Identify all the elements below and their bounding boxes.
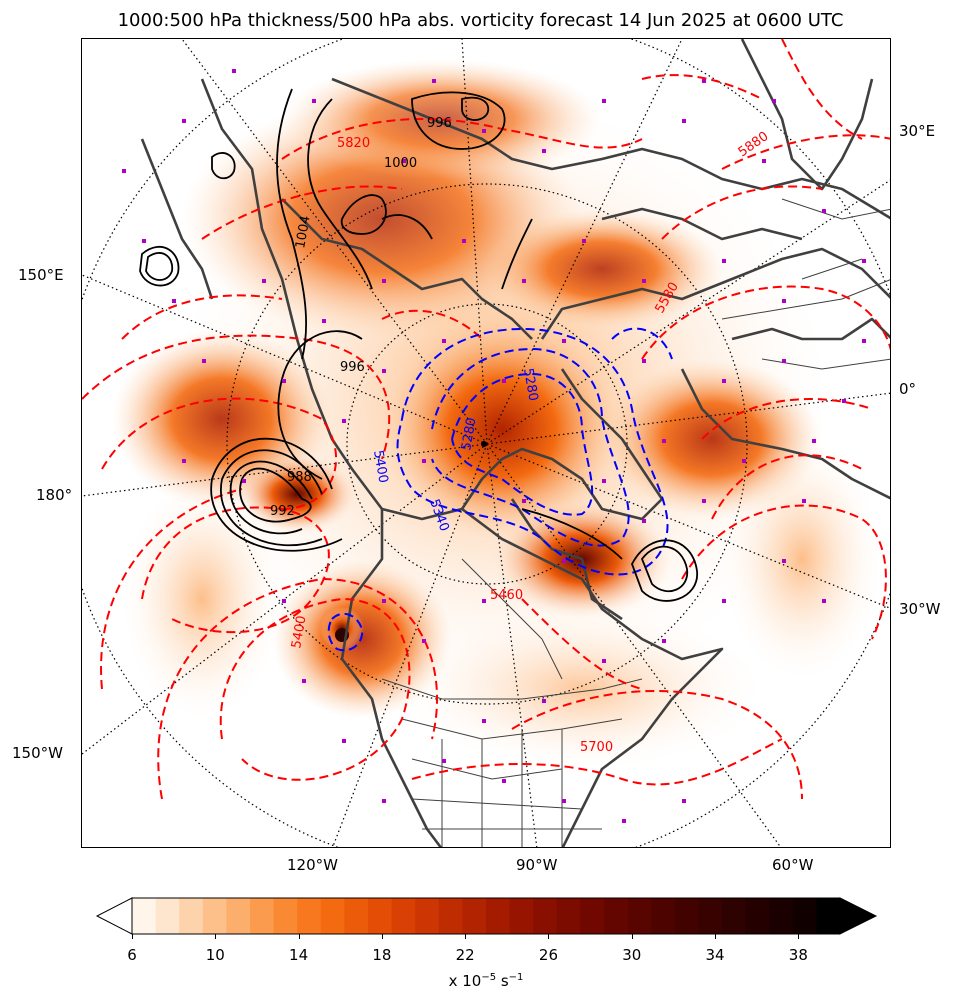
- colorbar-cell: [415, 898, 440, 934]
- lon-label-150w: 150°W: [12, 744, 63, 762]
- colorbar-tick-label: 10: [205, 946, 225, 964]
- borders: [381, 198, 890, 847]
- colorbar-tick-mark: [215, 934, 217, 939]
- lon-label-30w: 30°W: [899, 600, 941, 618]
- colorbar-max-extend: [839, 897, 878, 935]
- map-panel: 5820 5880 5580 5700 5400 5460 5280 5340 …: [81, 38, 891, 848]
- colorbar-tick-mark: [548, 934, 550, 939]
- colorbar-cell: [368, 898, 393, 934]
- mslp-label: 996: [427, 116, 452, 131]
- colorbar-cell: [722, 898, 747, 934]
- colorbar-cell: [674, 898, 699, 934]
- colorbar-cell: [533, 898, 558, 934]
- colorbar-cell: [179, 898, 204, 934]
- colorbar: [95, 897, 878, 935]
- thickness-label: 5820: [337, 136, 370, 151]
- colorbar-cell: [438, 898, 463, 934]
- colorbar-outline: [131, 897, 841, 935]
- colorbar-cell: [297, 898, 322, 934]
- vorticity-field: [112, 59, 882, 769]
- contour-label-group: 5820 5880 5580 5700 5400 5460 5280 5340 …: [270, 116, 771, 755]
- colorbar-cell: [250, 898, 275, 934]
- colorbar-cell: [556, 898, 581, 934]
- colorbar-units: x 10−5 s−1: [449, 972, 524, 990]
- colorbar-cell: [202, 898, 227, 934]
- mslp-contours: [139, 88, 698, 602]
- thickness-red-contours: [82, 39, 890, 800]
- lon-label-180: 180°: [36, 486, 73, 504]
- colorbar-cell: [391, 898, 416, 934]
- pole-marker: [481, 441, 487, 447]
- colorbar-cell: [132, 898, 157, 934]
- colorbar-cell: [155, 898, 180, 934]
- units-exponent: −5: [481, 972, 497, 983]
- mslp-label: 988: [287, 470, 312, 485]
- colorbar-cell: [580, 898, 605, 934]
- lon-label-60w: 60°W: [772, 856, 814, 874]
- chart-title: 1000:500 hPa thickness/500 hPa abs. vort…: [117, 10, 844, 31]
- colorbar-cell: [627, 898, 652, 934]
- lon-label-120w: 120°W: [287, 856, 338, 874]
- colorbar-tick-mark: [715, 934, 717, 939]
- colorbar-tick-label: 18: [372, 946, 392, 964]
- colorbar-tick-label: 22: [455, 946, 475, 964]
- lon-label-150e: 150°E: [18, 266, 64, 284]
- colorbar-tick-mark: [381, 934, 383, 939]
- colorbar-cells: [132, 898, 841, 934]
- colorbar-tick-mark: [631, 934, 633, 939]
- lon-label-90w: 90°W: [516, 856, 558, 874]
- lon-label-30e: 30°E: [899, 122, 936, 140]
- vorticity-markers: [122, 69, 866, 823]
- mslp-label: 996: [340, 360, 365, 375]
- thickness-label: 5460: [490, 588, 523, 603]
- colorbar-cell: [816, 898, 841, 934]
- lon-label-0: 0°: [899, 380, 917, 398]
- units-exponent-2: −1: [508, 972, 524, 983]
- colorbar-cell: [344, 898, 369, 934]
- colorbar-cell: [273, 898, 298, 934]
- colorbar-cell: [745, 898, 770, 934]
- colorbar-tick-label: 38: [788, 946, 808, 964]
- colorbar-tick-mark: [798, 934, 800, 939]
- map-canvas: 5820 5880 5580 5700 5400 5460 5280 5340 …: [82, 39, 890, 847]
- colorbar-cell: [226, 898, 251, 934]
- colorbar-tick-label: 14: [289, 946, 309, 964]
- graticule: [82, 39, 890, 847]
- colorbar-cell: [509, 898, 534, 934]
- units-prefix: x 10: [448, 972, 482, 990]
- thickness-blue-contours: [327, 327, 673, 652]
- colorbar-min-extend: [95, 897, 133, 935]
- mslp-label: 992: [270, 504, 295, 519]
- colorbar-tick-label: 26: [538, 946, 559, 964]
- thickness-label: 5700: [580, 740, 613, 755]
- coastlines: [140, 39, 890, 847]
- colorbar-cell: [651, 898, 676, 934]
- units-suffix: s: [496, 972, 509, 990]
- colorbar-tick-mark: [132, 934, 133, 939]
- thickness-label: 5280: [459, 416, 480, 451]
- mslp-label: 1000: [384, 156, 417, 171]
- colorbar-cell: [486, 898, 511, 934]
- colorbar-tick-label: 34: [705, 946, 725, 964]
- colorbar-cell: [698, 898, 723, 934]
- colorbar-cell: [792, 898, 817, 934]
- colorbar-tick-label: 30: [622, 946, 642, 964]
- colorbar-cell: [604, 898, 629, 934]
- colorbar-tick-mark: [298, 934, 300, 939]
- thickness-label: 5400: [289, 614, 310, 649]
- colorbar-tick-mark: [465, 934, 467, 939]
- thickness-label: 5400: [370, 449, 391, 484]
- colorbar-cell: [320, 898, 345, 934]
- colorbar-tick-label: 6: [127, 946, 137, 964]
- mslp-label: 1004: [293, 214, 314, 249]
- colorbar-cell: [462, 898, 487, 934]
- thickness-label: 5280: [520, 367, 541, 402]
- colorbar-cell: [769, 898, 794, 934]
